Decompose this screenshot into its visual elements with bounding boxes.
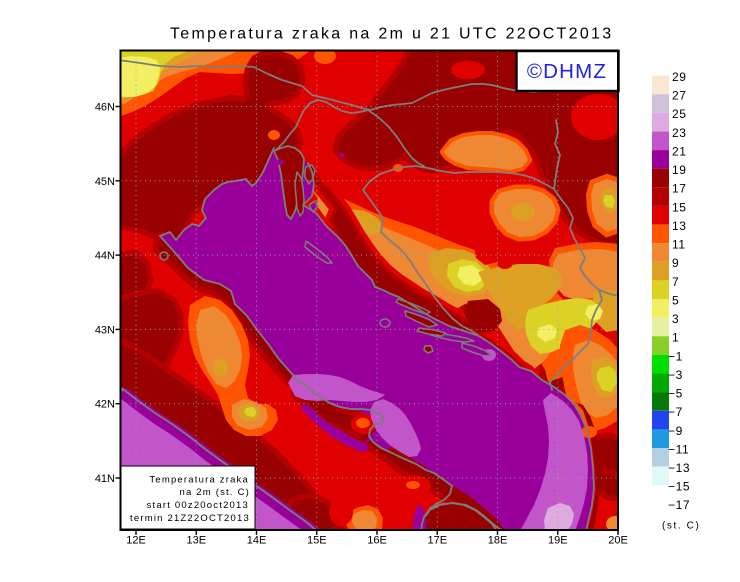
svg-text:12E: 12E [126, 535, 146, 547]
svg-text:start 00z20oct2013: start 00z20oct2013 [147, 500, 249, 511]
svg-text:42N: 42N [95, 399, 115, 411]
svg-text:−11: −11 [668, 442, 689, 456]
svg-text:−5: −5 [668, 387, 683, 401]
svg-text:7: 7 [672, 275, 679, 289]
svg-text:11: 11 [672, 238, 686, 252]
svg-text:17E: 17E [427, 535, 447, 547]
svg-text:45N: 45N [95, 176, 115, 188]
svg-text:−17: −17 [668, 498, 690, 512]
svg-text:23: 23 [672, 126, 687, 140]
svg-text:termin 21Z22OCT2013: termin 21Z22OCT2013 [130, 513, 250, 524]
svg-text:−7: −7 [668, 405, 683, 419]
svg-text:46N: 46N [95, 102, 115, 114]
svg-text:13E: 13E [186, 535, 206, 547]
svg-text:Temperatura zraka: Temperatura zraka [149, 475, 249, 486]
svg-text:9: 9 [672, 256, 679, 270]
svg-text:−3: −3 [668, 368, 683, 382]
svg-text:−15: −15 [668, 480, 690, 494]
svg-text:20E: 20E [608, 535, 628, 547]
svg-text:14E: 14E [247, 535, 267, 547]
svg-text:15E: 15E [307, 535, 327, 547]
svg-text:44N: 44N [95, 250, 115, 262]
svg-text:5: 5 [672, 293, 679, 307]
svg-text:25: 25 [672, 107, 687, 121]
svg-text:na 2m (st. C): na 2m (st. C) [180, 487, 251, 498]
svg-text:16E: 16E [367, 535, 387, 547]
svg-text:43N: 43N [95, 324, 115, 336]
svg-text:−13: −13 [668, 461, 690, 475]
svg-text:−1: −1 [668, 349, 683, 363]
svg-text:3: 3 [672, 312, 679, 326]
svg-text:15: 15 [672, 200, 687, 214]
svg-text:Temperatura zraka na 2m u 21 U: Temperatura zraka na 2m u 21 UTC 22OCT20… [170, 26, 613, 43]
svg-text:(st. C): (st. C) [662, 521, 700, 532]
svg-text:27: 27 [672, 89, 687, 103]
svg-text:18E: 18E [488, 535, 508, 547]
svg-text:©DHMZ: ©DHMZ [527, 60, 607, 83]
svg-text:−9: −9 [668, 424, 683, 438]
svg-text:29: 29 [672, 70, 687, 84]
svg-text:41N: 41N [95, 473, 115, 485]
svg-text:13: 13 [672, 219, 687, 233]
svg-text:19: 19 [672, 163, 687, 177]
svg-text:21: 21 [672, 145, 687, 159]
svg-text:17: 17 [672, 182, 687, 196]
svg-text:19E: 19E [548, 535, 568, 547]
svg-text:1: 1 [672, 331, 679, 345]
